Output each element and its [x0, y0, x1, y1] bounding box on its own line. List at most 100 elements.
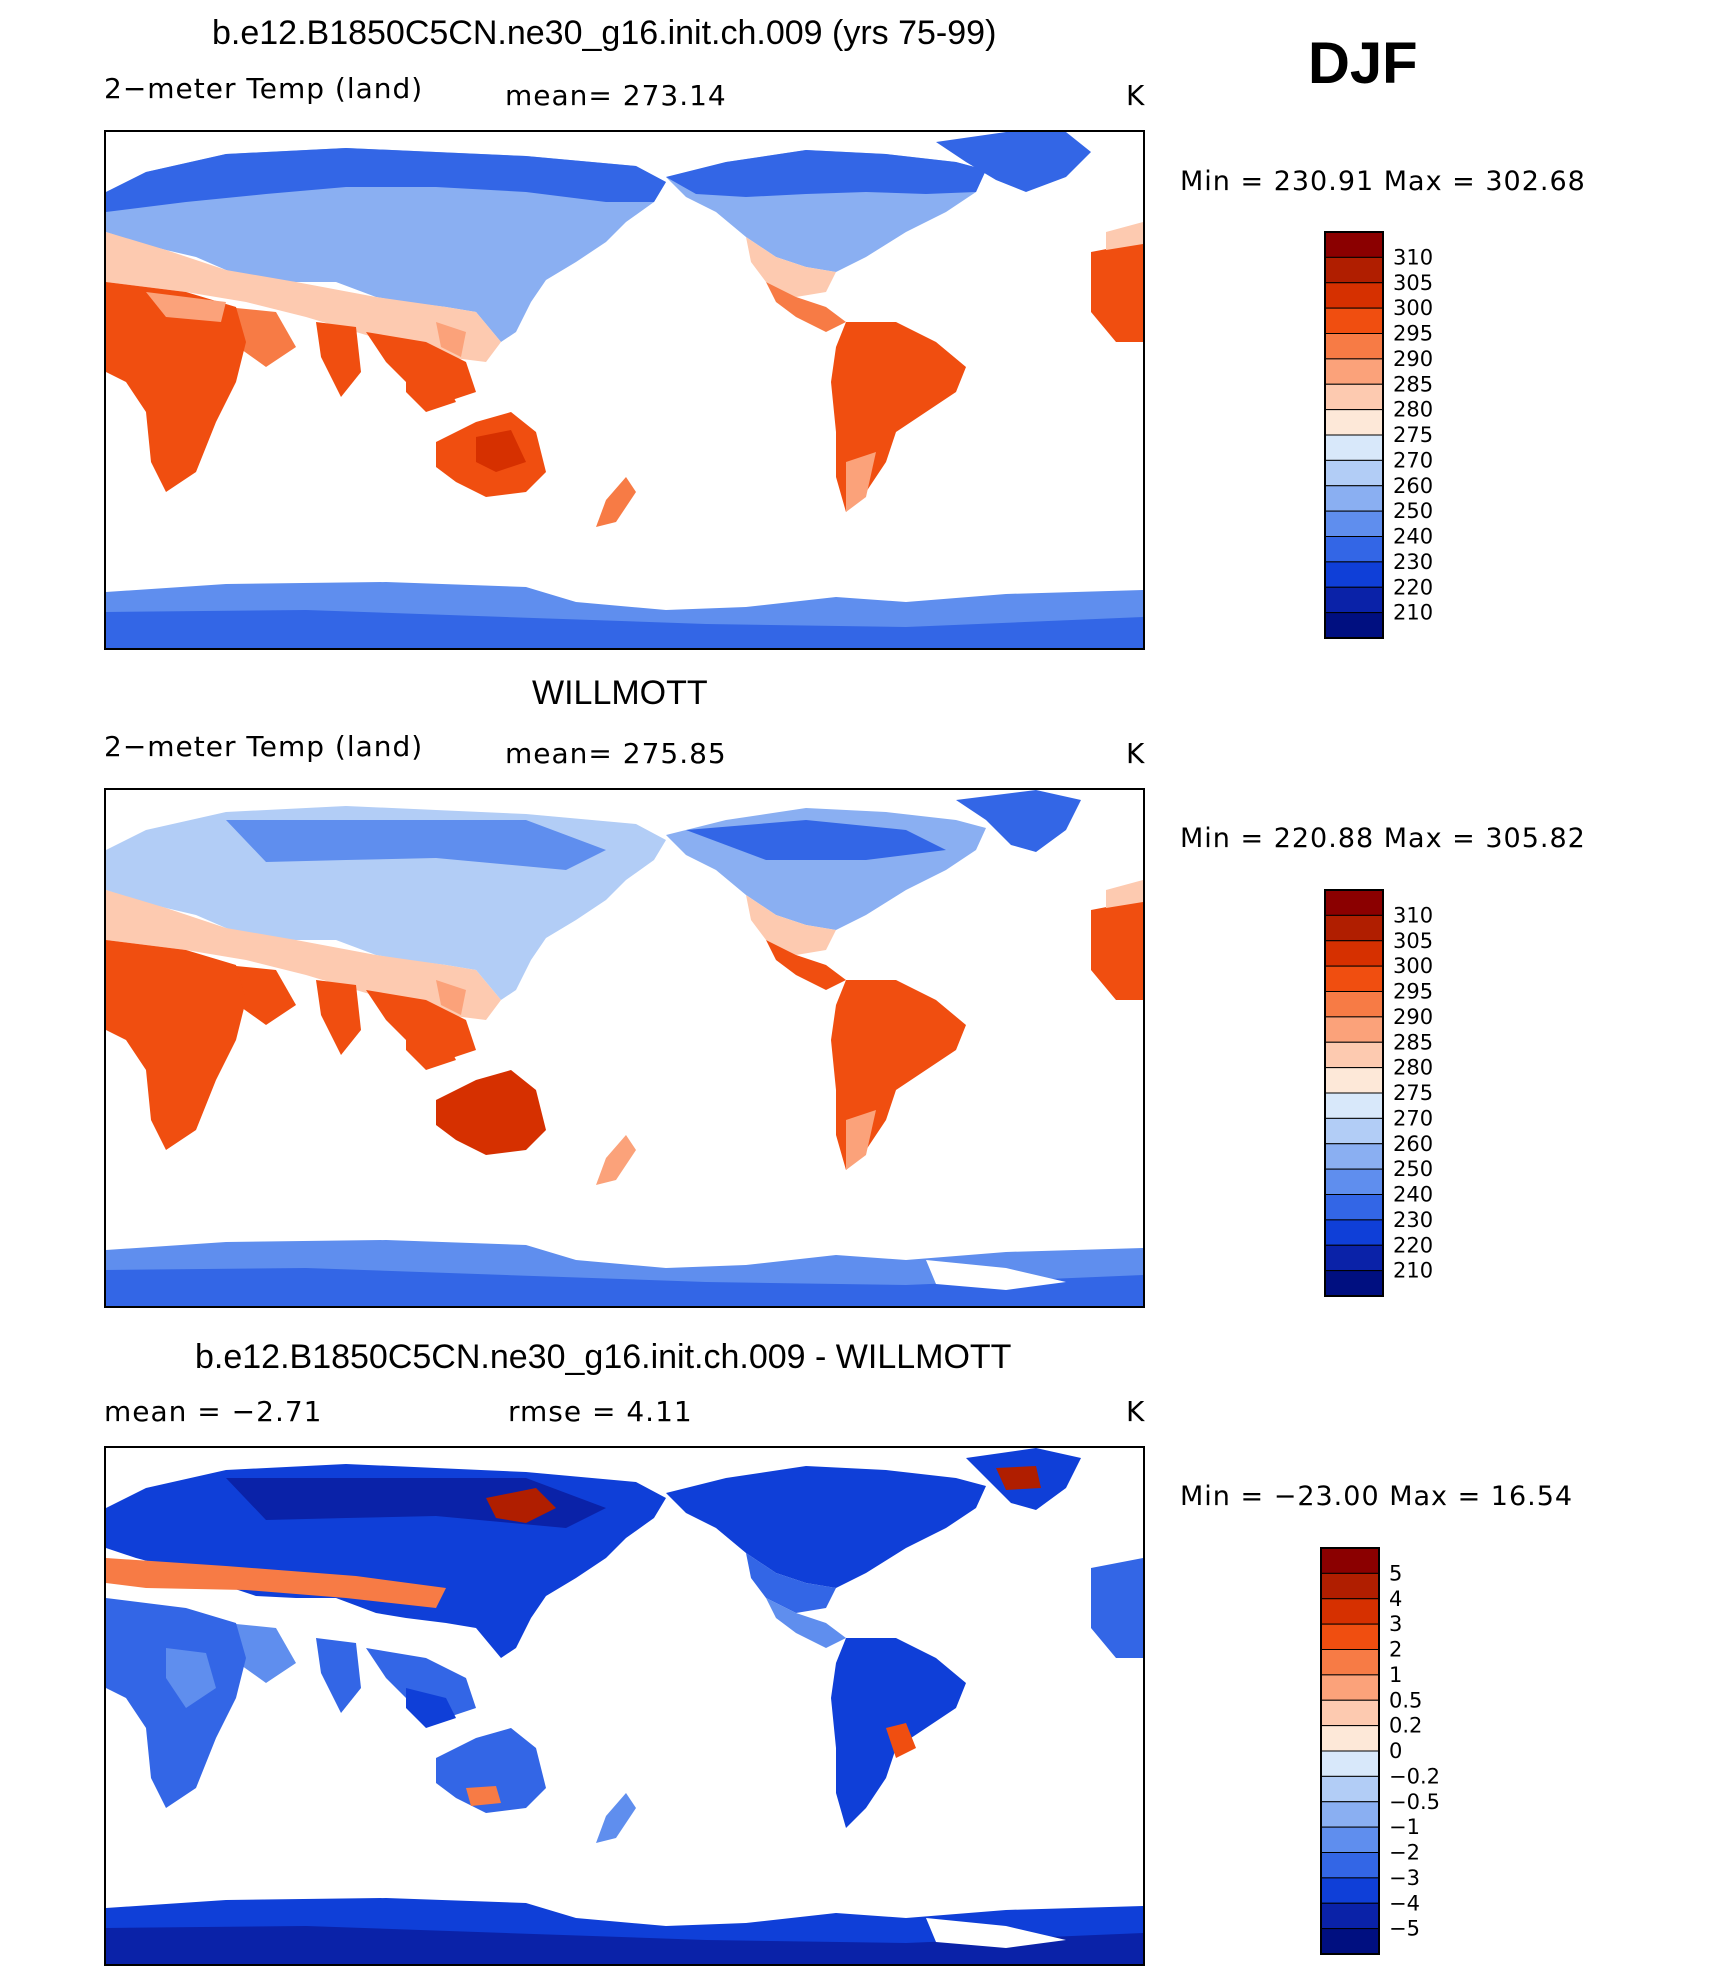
colorbar-tick-label: 230 — [1393, 550, 1433, 574]
colorbar-border — [1324, 889, 1384, 1297]
panel-3-minmax: Min = −23.00 Max = 16.54 — [1180, 1481, 1574, 1512]
colorbar-tick-label: 300 — [1393, 954, 1433, 978]
colorbar-tick-label: 250 — [1393, 1157, 1433, 1181]
season-label: DJF — [1308, 31, 1418, 96]
colorbar-tick-label: 290 — [1393, 1005, 1433, 1029]
panel-1-colorbar-svg: 3103053002952902852802752702602502402302… — [1324, 231, 1433, 639]
colorbar-tick-label: 310 — [1393, 245, 1433, 269]
colorbar-swatch — [1320, 1649, 1380, 1676]
colorbar-tick-label: 210 — [1393, 1259, 1433, 1283]
colorbar-tick-label: 285 — [1393, 1030, 1433, 1054]
colorbar-swatch — [1324, 586, 1384, 614]
colorbar-swatch — [1324, 1270, 1384, 1297]
colorbar-swatch — [1320, 1775, 1380, 1803]
colorbar-tick-label: 2 — [1389, 1638, 1402, 1662]
colorbar-tick-label: 1 — [1389, 1663, 1402, 1687]
panel-2-title: WILLMOTT — [532, 674, 708, 712]
colorbar-swatch — [1324, 333, 1384, 360]
panel-1-map — [104, 130, 1145, 650]
colorbar-tick-label: −5 — [1389, 1917, 1420, 1941]
panel-3-colorbar: 5 4 3 2 1 0.5 0.2 0 −0.2 −0.5 −1 −2 −3 −4 −5 — [1320, 1547, 1501, 1958]
colorbar-swatch — [1320, 1902, 1380, 1930]
colorbar-tick-label: 270 — [1393, 1106, 1433, 1130]
colorbar-tick-label: 270 — [1393, 448, 1433, 472]
colorbar-tick-label: 0.2 — [1389, 1714, 1422, 1738]
colorbar-swatch — [1320, 1852, 1380, 1879]
panel-1-units: K — [1126, 79, 1146, 112]
panel-1-minmax: Min = 230.91 Max = 302.68 — [1180, 166, 1586, 197]
panel-2-colorbar-svg: 3103053002952902852802752702602502402302… — [1324, 889, 1433, 1297]
colorbar-tick-label: 280 — [1393, 398, 1433, 422]
colorbar-tick-label: 230 — [1393, 1208, 1433, 1232]
colorbar-swatch — [1324, 965, 1384, 992]
panel-3-units: K — [1126, 1395, 1146, 1428]
colorbar-tick-label: 0 — [1389, 1739, 1402, 1763]
colorbar-swatch — [1324, 459, 1384, 487]
colorbar-tick-label: 4 — [1389, 1587, 1402, 1611]
panel-3-land — [106, 1448, 1143, 1964]
colorbar-swatch — [1320, 1699, 1380, 1727]
colorbar-tick-label: 285 — [1393, 372, 1433, 396]
colorbar-border — [1324, 231, 1384, 639]
panel-2-units: K — [1126, 737, 1146, 770]
colorbar-tick-label: 290 — [1393, 347, 1433, 371]
colorbar-swatch — [1324, 1143, 1384, 1170]
panel-2-land — [106, 790, 1143, 1306]
colorbar-tick-label: −2 — [1389, 1841, 1420, 1865]
colorbar-swatch — [1324, 510, 1384, 537]
colorbar-swatch — [1324, 889, 1384, 916]
colorbar-tick-label: 305 — [1393, 929, 1433, 953]
panel-1-variable-label: 2−meter Temp (land) — [104, 72, 424, 105]
panel-1-map-svg — [106, 132, 1143, 648]
colorbar-swatch — [1324, 1194, 1384, 1221]
colorbar-swatch — [1324, 1168, 1384, 1195]
colorbar-border — [1320, 1547, 1380, 1955]
colorbar-tick-label: 310 — [1393, 903, 1433, 927]
colorbar-swatch — [1320, 1750, 1380, 1777]
colorbar-tick-label: 220 — [1393, 1233, 1433, 1257]
colorbar-swatch — [1324, 1041, 1384, 1069]
colorbar-tick-label: 220 — [1393, 575, 1433, 599]
panel-2-mean-label: mean= 275.85 — [505, 737, 727, 770]
panel-2-colorbar: 310 305 300 295 290 285 280 275 270 260 250 240 230 2… — [1324, 889, 1505, 1300]
colorbar-tick-label: 260 — [1393, 1132, 1433, 1156]
panel-2-variable-label: 2−meter Temp (land) — [104, 730, 424, 763]
colorbar-tick-label: 275 — [1393, 423, 1433, 447]
colorbar-swatch — [1320, 1877, 1380, 1904]
colorbar-swatch — [1324, 991, 1384, 1018]
colorbar-tick-label: 5 — [1389, 1561, 1402, 1585]
colorbar-swatch — [1320, 1928, 1380, 1955]
colorbar-swatch — [1324, 1244, 1384, 1272]
colorbar-swatch — [1324, 434, 1384, 461]
colorbar-tick-label: 300 — [1393, 296, 1433, 320]
colorbar-swatch — [1324, 231, 1384, 258]
panel-2-map — [104, 788, 1145, 1308]
panel-3-title: b.e12.B1850C5CN.ne30_g16.init.ch.009 - W… — [195, 1338, 1012, 1376]
colorbar-tick-label: 260 — [1393, 474, 1433, 498]
colorbar-tick-label: 295 — [1393, 980, 1433, 1004]
colorbar-tick-label: 210 — [1393, 601, 1433, 625]
colorbar-swatch — [1324, 940, 1384, 967]
colorbar-swatch — [1324, 612, 1384, 639]
colorbar-swatch — [1320, 1547, 1380, 1574]
colorbar-swatch — [1324, 914, 1384, 942]
panel-1-land — [106, 132, 1143, 648]
panel-2-minmax: Min = 220.88 Max = 305.82 — [1180, 823, 1586, 854]
colorbar-swatch — [1324, 561, 1384, 588]
colorbar-swatch — [1324, 307, 1384, 334]
colorbar-swatch — [1320, 1623, 1380, 1650]
panel-3-map-svg — [106, 1448, 1143, 1964]
panel-3-mean-label: mean = −2.71 — [104, 1395, 323, 1428]
panel-1-mean-label: mean= 273.14 — [505, 79, 727, 112]
panel-2-map-svg — [106, 790, 1143, 1306]
colorbar-tick-label: 240 — [1393, 1183, 1433, 1207]
colorbar-tick-label: −1 — [1389, 1815, 1420, 1839]
colorbar-swatch — [1320, 1801, 1380, 1828]
panel-3-map — [104, 1446, 1145, 1966]
colorbar-swatch — [1324, 1092, 1384, 1119]
colorbar-tick-label: 250 — [1393, 499, 1433, 523]
colorbar-swatch — [1324, 256, 1384, 284]
colorbar-swatch — [1320, 1826, 1380, 1853]
colorbar-swatch — [1324, 1117, 1384, 1145]
